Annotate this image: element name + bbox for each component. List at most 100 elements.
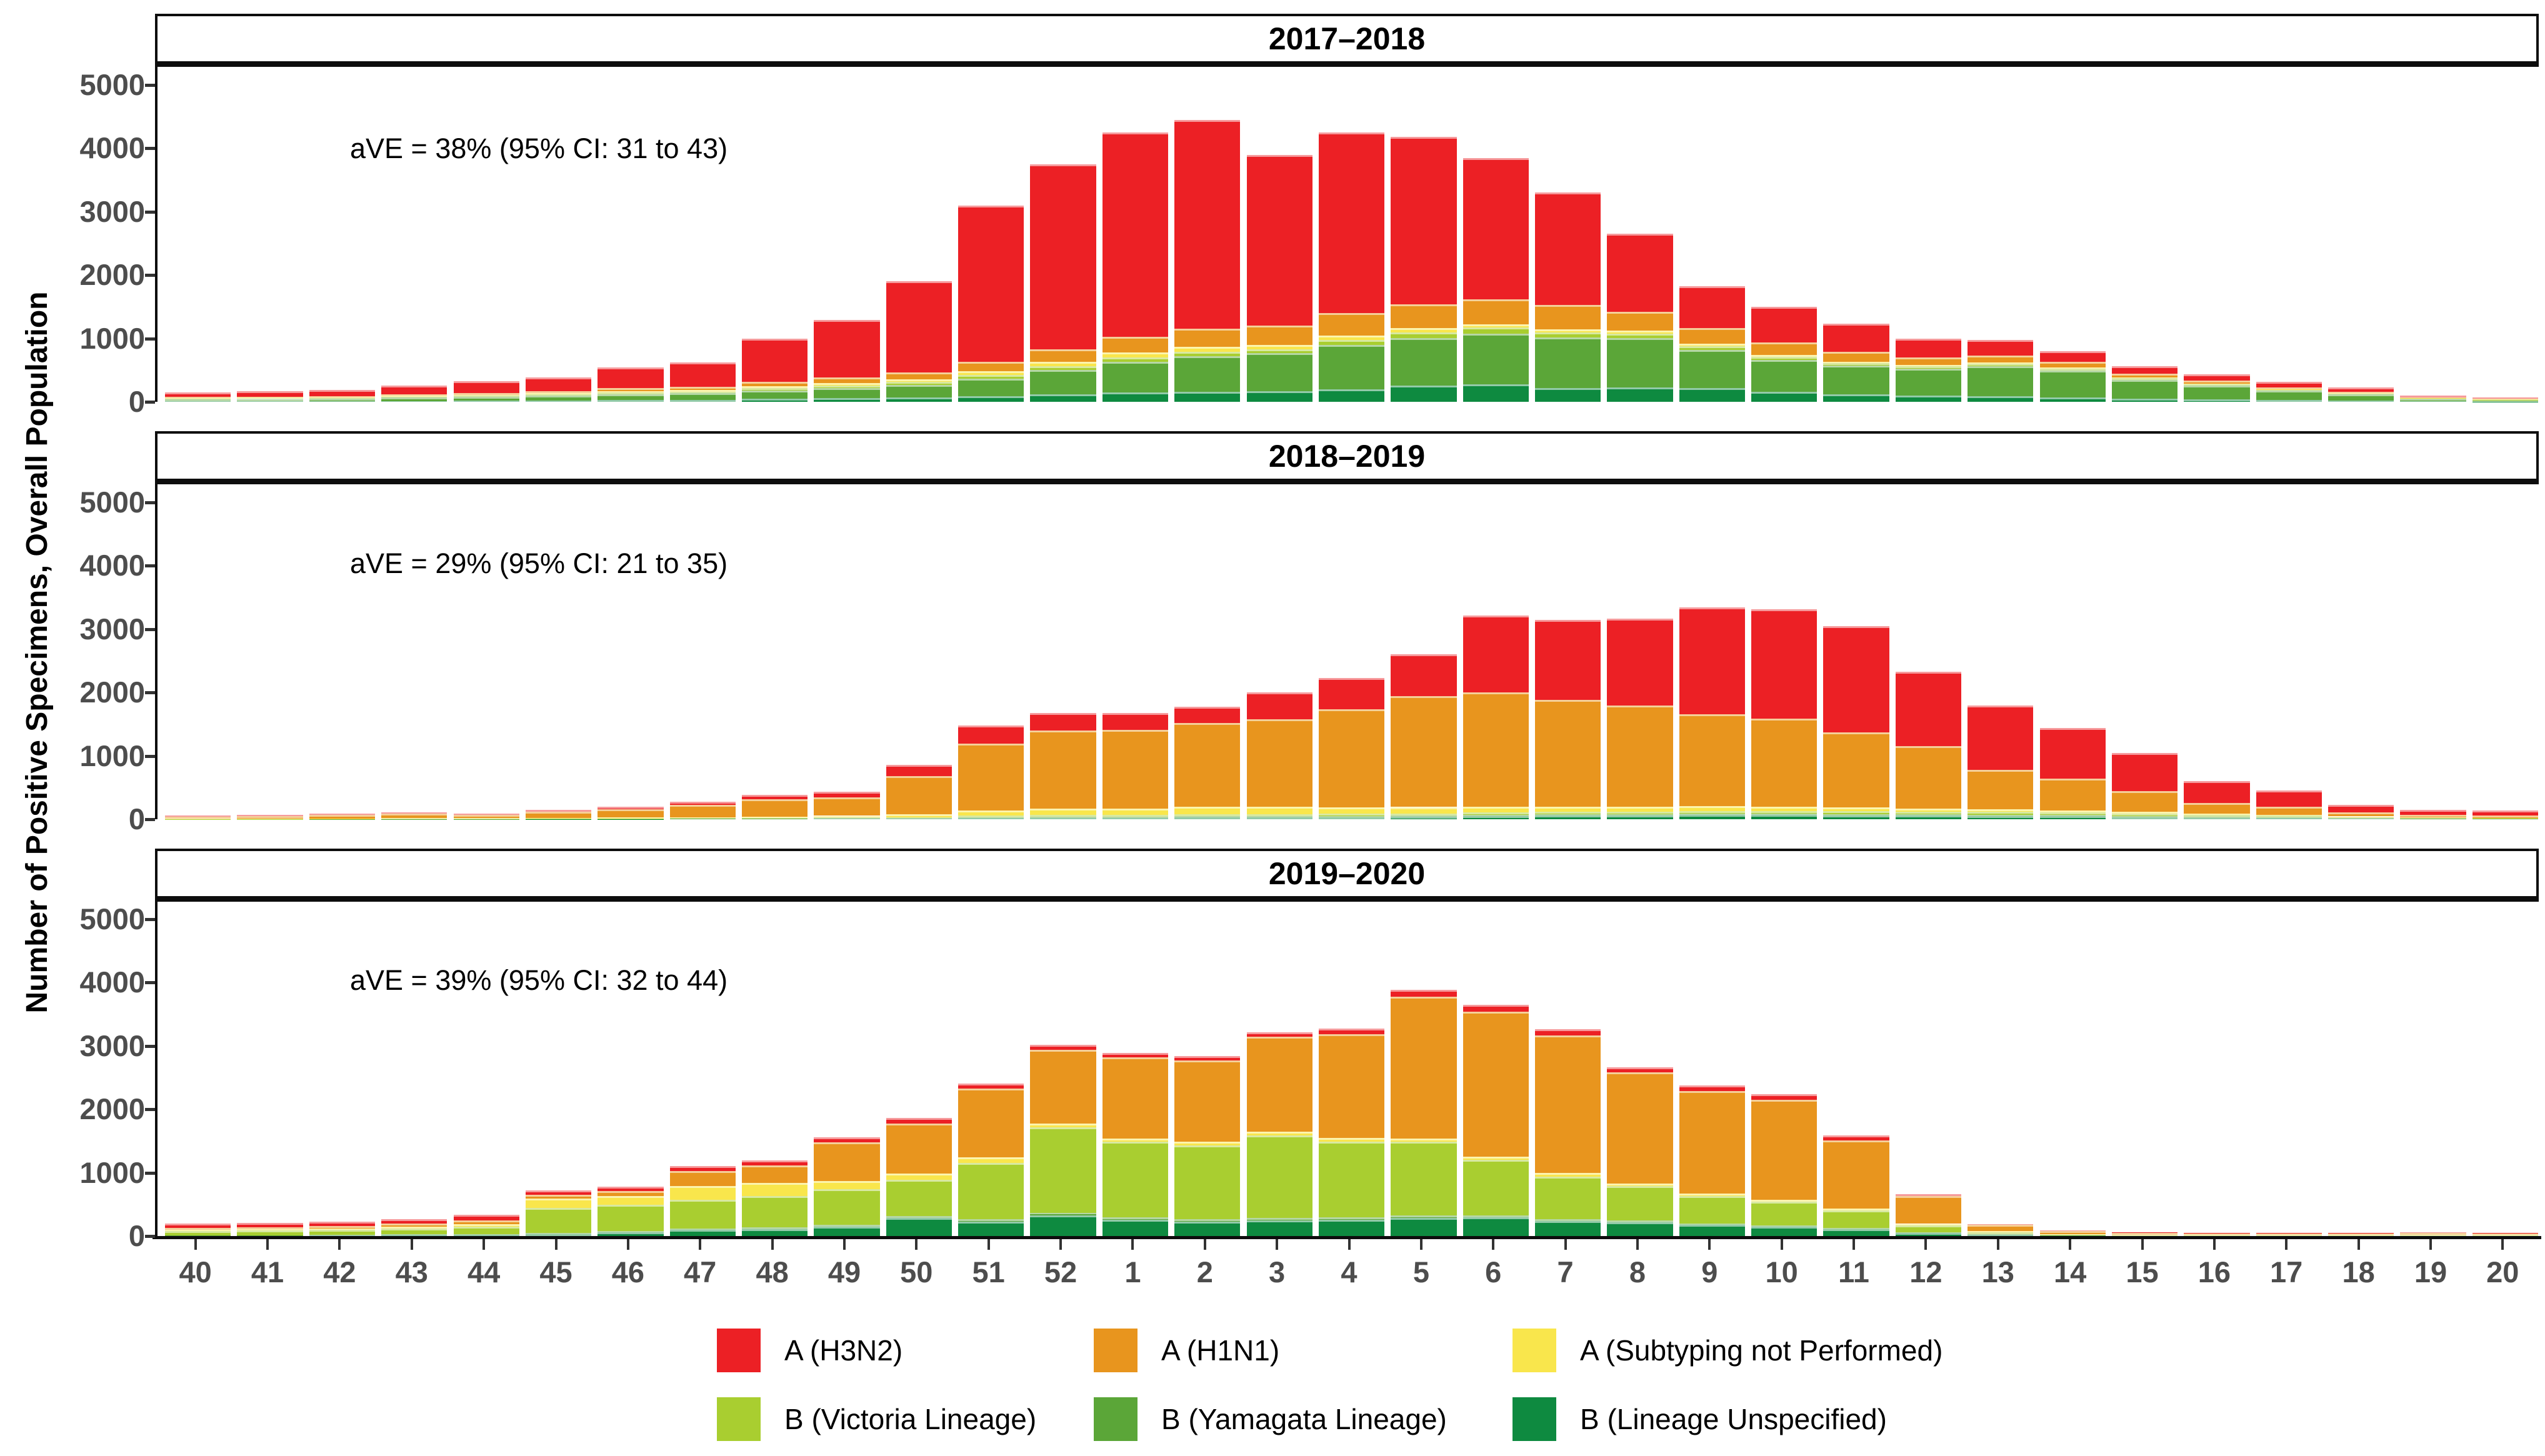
bar-segment — [2256, 790, 2322, 807]
bar-segment — [1246, 1037, 1312, 1132]
bar-segment — [1318, 339, 1385, 345]
bar-segment — [1679, 1224, 1745, 1225]
bar-segment — [1174, 1060, 1241, 1142]
bar-segment — [309, 814, 376, 815]
bar-segment — [2328, 387, 2394, 392]
bar-segment — [1318, 344, 1385, 389]
bar-segment — [1607, 234, 1673, 312]
bar-segment — [1823, 1210, 1889, 1229]
bar-segment — [598, 392, 664, 394]
bar-segment — [741, 381, 808, 386]
bar-segment — [1751, 357, 1818, 361]
bar-segment — [598, 388, 664, 391]
bar-segment — [1895, 338, 1962, 357]
bar-segment — [1174, 356, 1241, 392]
bar-segment — [1102, 1138, 1169, 1142]
bar-segment — [741, 799, 808, 817]
bar-segment — [2256, 389, 2322, 390]
bar-segment — [1607, 1222, 1673, 1236]
bar-segment — [598, 817, 664, 819]
bar-segment — [1679, 714, 1745, 806]
bar-segment — [2039, 1230, 2106, 1234]
bar-segment — [381, 818, 448, 819]
panel-strip-2017-2018: 2017–2018 — [155, 14, 2539, 64]
bar-segment — [381, 812, 448, 814]
bar-segment — [2039, 1235, 2106, 1236]
bar-segment — [1679, 344, 1745, 346]
bar-segment — [1895, 357, 1962, 366]
bar-segment — [1030, 349, 1096, 362]
bar-segment — [2111, 379, 2178, 399]
bar-segment — [669, 362, 736, 387]
bar-segment — [453, 401, 519, 402]
bar-segment — [741, 816, 808, 818]
bar-segment — [814, 1189, 880, 1225]
bar-segment — [525, 396, 592, 401]
bar-segment — [1030, 1123, 1096, 1127]
bar-segment — [525, 393, 592, 395]
bar-segment — [1751, 806, 1818, 811]
bar-segment — [2256, 818, 2322, 819]
bar-segment — [1679, 814, 1745, 815]
bar-segment — [1968, 812, 2034, 815]
plot-area-2017-2018 — [155, 64, 2539, 402]
x-tick-mark — [1564, 1239, 1567, 1250]
bar-segment — [2256, 814, 2322, 816]
bar-segment — [958, 378, 1024, 396]
bar-segment — [1679, 806, 1745, 811]
bar-segment — [1968, 396, 2034, 402]
bar-segment — [381, 394, 448, 396]
bar-segment — [1968, 705, 2034, 770]
bar-segment — [741, 795, 808, 800]
bar-segment — [309, 1230, 376, 1235]
bar-segment — [1679, 346, 1745, 350]
y-tick-label: 4000 — [79, 965, 145, 999]
bar-segment — [165, 392, 231, 397]
bar-segment — [1679, 327, 1745, 344]
bar-segment — [1318, 815, 1385, 817]
bar-segment — [2472, 815, 2538, 818]
bar-segment — [453, 1234, 519, 1236]
bar-segment — [598, 809, 664, 818]
legend-swatch-a-subtyping-not-performed — [1512, 1329, 1556, 1372]
bar-segment — [1174, 816, 1241, 817]
bar-segment — [1391, 1217, 1457, 1236]
bar-segment — [1895, 1225, 1962, 1233]
bar-segment — [1246, 814, 1312, 817]
bar-segment — [1534, 305, 1601, 329]
bar-segment — [2472, 817, 2538, 819]
bar-segment — [669, 1186, 736, 1200]
bar-segment — [1030, 394, 1096, 402]
bar-segment — [309, 1235, 376, 1236]
bar-segment — [1391, 1138, 1457, 1142]
bar-segment — [2256, 400, 2322, 402]
x-tick-label: 16 — [2198, 1255, 2231, 1289]
bar-segment — [1102, 357, 1169, 362]
bar-segment — [1895, 1195, 1962, 1224]
bar-segment — [2184, 781, 2250, 803]
bar-segment — [309, 401, 376, 402]
bar-segment — [1030, 730, 1096, 809]
legend-swatch-b-lineage-unspecified — [1512, 1397, 1556, 1441]
bar-segment — [1391, 654, 1457, 696]
bar-segment — [1607, 1186, 1673, 1221]
bar-segment — [381, 1224, 448, 1227]
bar-segment — [2400, 815, 2466, 818]
bar-segment — [2111, 1235, 2178, 1236]
x-tick-label: 43 — [395, 1255, 428, 1289]
bar-segment — [1246, 154, 1312, 326]
bar-segment — [886, 379, 952, 382]
bar-segment — [1679, 349, 1745, 388]
bar-segment — [1895, 369, 1962, 396]
bar-segment — [814, 377, 880, 383]
bar-segment — [1607, 1067, 1673, 1073]
x-tick-mark — [2501, 1239, 2504, 1250]
bar-segment — [1968, 1224, 2034, 1225]
bar-segment — [237, 399, 303, 401]
x-tick-mark — [1636, 1239, 1639, 1250]
bar-segment — [453, 1215, 519, 1221]
bar-segment — [958, 1083, 1024, 1089]
bar-segment — [598, 394, 664, 400]
bar-segment — [2039, 1230, 2106, 1231]
bar-segment — [958, 743, 1024, 811]
